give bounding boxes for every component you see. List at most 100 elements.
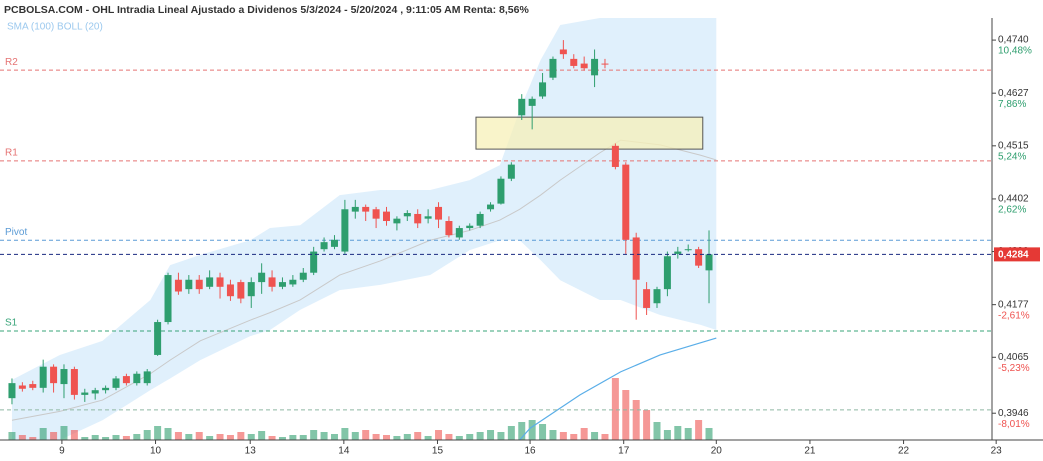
candle-body xyxy=(226,284,234,297)
candle-body xyxy=(206,277,214,287)
volume-bar xyxy=(695,420,703,440)
candle-body xyxy=(518,98,526,116)
candle-body xyxy=(81,392,89,395)
volume-bar xyxy=(226,435,234,440)
candle-body xyxy=(403,213,411,217)
volume-bar xyxy=(81,437,89,440)
volume-bar xyxy=(122,436,130,440)
x-tick-label: 22 xyxy=(898,446,910,457)
volume-bar xyxy=(570,434,578,440)
candle-body xyxy=(50,366,58,384)
y-tick-label: 0,4065 xyxy=(998,352,1029,363)
last-price-tag xyxy=(994,247,1040,262)
volume-bar xyxy=(632,400,640,440)
volume-bar xyxy=(653,422,661,440)
candle-body xyxy=(632,237,640,280)
candle-body xyxy=(299,272,307,280)
candle-body xyxy=(611,145,619,167)
zone-box xyxy=(475,116,704,150)
volume-bar xyxy=(8,432,16,440)
candle-body xyxy=(414,213,422,224)
volume-bar xyxy=(507,426,515,440)
volume-bar xyxy=(320,432,328,440)
volume-bar xyxy=(18,435,26,440)
volume-bar xyxy=(91,435,99,440)
candle-body xyxy=(539,82,547,97)
level-label: Pivot xyxy=(5,227,27,238)
candle-body xyxy=(476,213,484,226)
candle-body xyxy=(268,277,276,287)
volume-bar xyxy=(393,436,401,440)
candle-body xyxy=(591,58,599,76)
candle-body xyxy=(351,206,359,212)
volume-bar xyxy=(497,432,505,440)
volume-bar xyxy=(70,430,78,440)
volume-bar xyxy=(237,432,245,440)
volume-bar xyxy=(403,434,411,440)
candle-body xyxy=(445,221,453,236)
candle-body xyxy=(133,373,141,384)
candle-body xyxy=(320,242,328,250)
volume-bar xyxy=(310,430,318,440)
candle-body xyxy=(102,387,110,391)
candle-body xyxy=(362,206,370,212)
indicator-legend: SMA (100) BOLL (20) xyxy=(7,22,103,33)
volume-bar xyxy=(414,432,422,440)
candle-body xyxy=(258,272,266,283)
volume-bar xyxy=(164,428,172,440)
candle-body xyxy=(195,279,203,290)
volume-bar xyxy=(705,428,713,440)
volume-bar xyxy=(684,428,692,440)
y-tick-change: -5,23% xyxy=(998,363,1030,374)
y-tick-label: 0,4402 xyxy=(998,194,1029,205)
volume-bar xyxy=(372,434,380,440)
volume-bar xyxy=(591,432,599,440)
candle-body xyxy=(247,282,255,297)
candle-body xyxy=(185,279,193,290)
candle-body xyxy=(8,383,16,399)
volume-bar xyxy=(611,378,619,440)
candle-body xyxy=(39,366,47,388)
candle-body xyxy=(70,369,78,395)
x-tick-label: 15 xyxy=(432,446,444,457)
x-tick-label: 17 xyxy=(618,446,630,457)
candle-body xyxy=(455,228,463,238)
candle-body xyxy=(216,277,224,287)
y-tick-change: -2,61% xyxy=(998,310,1030,321)
candle-body xyxy=(528,98,536,106)
candle-body xyxy=(424,216,432,219)
last-price-label: 0,4284 xyxy=(998,250,1029,261)
volume-bar xyxy=(362,430,370,440)
volume-bar xyxy=(143,430,151,440)
candle-body xyxy=(18,385,26,389)
candle-body xyxy=(507,164,515,179)
volume-bar xyxy=(195,432,203,440)
plot-area: R2 R1 Pivot S1 xyxy=(0,18,992,440)
candle-body xyxy=(435,206,443,220)
volume-bar xyxy=(601,434,609,440)
candle-body xyxy=(330,239,338,247)
x-tick-label: 13 xyxy=(245,446,257,457)
volume-bar xyxy=(216,434,224,440)
candle-body xyxy=(393,218,401,224)
level-label: S1 xyxy=(5,318,18,329)
volume-bar xyxy=(206,436,214,440)
volume-bar xyxy=(435,430,443,440)
volume-bar xyxy=(487,430,495,440)
volume-bar xyxy=(539,424,547,440)
candle-body xyxy=(237,282,245,299)
volume-bar xyxy=(341,428,349,440)
volume-bar xyxy=(455,436,463,440)
volume-bar xyxy=(643,410,651,440)
candle-body xyxy=(289,279,297,285)
x-tick-label: 9 xyxy=(59,446,65,457)
candle-body xyxy=(497,178,505,204)
volume-bar xyxy=(383,435,391,440)
y-tick-label: 0,4177 xyxy=(998,299,1029,310)
x-tick-label: 21 xyxy=(804,446,816,457)
volume-bar xyxy=(154,426,162,440)
y-tick-label: 0,4627 xyxy=(998,88,1029,99)
x-tick-label: 23 xyxy=(991,446,1003,457)
candle-body xyxy=(122,376,130,384)
